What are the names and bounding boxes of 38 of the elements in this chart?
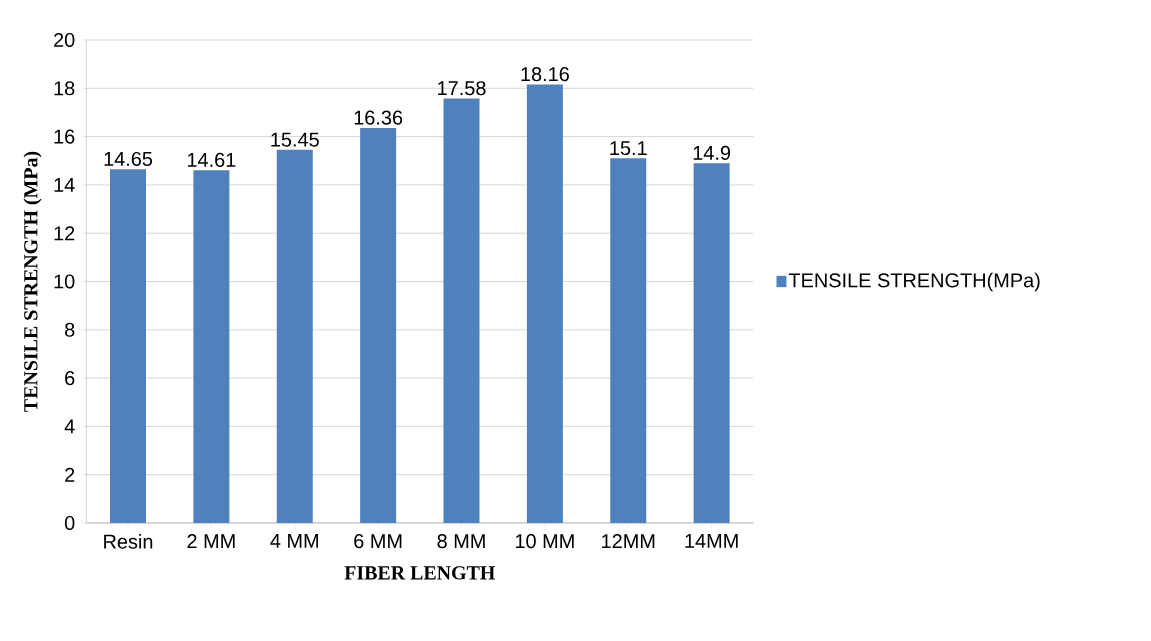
y-tick-label: 2 xyxy=(65,467,75,482)
x-axis-title: FIBER LENGTH xyxy=(344,566,496,580)
x-tick-label: 14MM xyxy=(685,534,738,548)
x-tick-label: 10 MM xyxy=(515,534,574,549)
bar xyxy=(360,127,397,523)
data-label: 15.1 xyxy=(610,141,647,156)
bar xyxy=(443,98,480,523)
bar xyxy=(526,84,563,523)
bar xyxy=(110,169,146,523)
x-tick-label: 12MM xyxy=(602,534,655,548)
data-label: 14.61 xyxy=(187,152,236,167)
y-tick-label: 6 xyxy=(65,371,75,386)
x-tick-label: 2 MM xyxy=(187,534,235,548)
y-tick-label: 0 xyxy=(64,515,75,531)
x-tick-label: Resin xyxy=(104,534,153,549)
bar xyxy=(276,149,313,523)
x-tick-label: 4 MM xyxy=(270,534,318,548)
y-tick-label: 10 xyxy=(54,274,75,289)
x-tick-label: 8 MM xyxy=(437,534,485,549)
data-label: 14.65 xyxy=(104,151,153,166)
data-label: 15.45 xyxy=(271,132,319,147)
y-tick-label: 18 xyxy=(54,81,75,96)
x-tick-label: 6 MM xyxy=(354,534,402,549)
y-tick-label: 16 xyxy=(54,129,75,144)
data-label: 18.16 xyxy=(521,67,569,82)
bar xyxy=(610,158,647,523)
data-label: 14.9 xyxy=(693,145,731,160)
bar xyxy=(193,170,230,523)
y-tick-label: 4 xyxy=(64,419,75,434)
y-tick-label: 8 xyxy=(65,322,75,337)
data-label: 16.36 xyxy=(354,110,403,125)
legend-label: TENSILE STRENGTH(MPa) xyxy=(788,272,1040,292)
y-axis-title: TENSILE STRENGTH (MPa) xyxy=(23,151,42,412)
y-tick-label: 14 xyxy=(54,178,75,192)
y-tick-label: 20 xyxy=(54,32,75,48)
y-tick-label: 12 xyxy=(54,226,75,241)
data-label: 17.58 xyxy=(438,81,486,96)
bar xyxy=(693,163,730,523)
